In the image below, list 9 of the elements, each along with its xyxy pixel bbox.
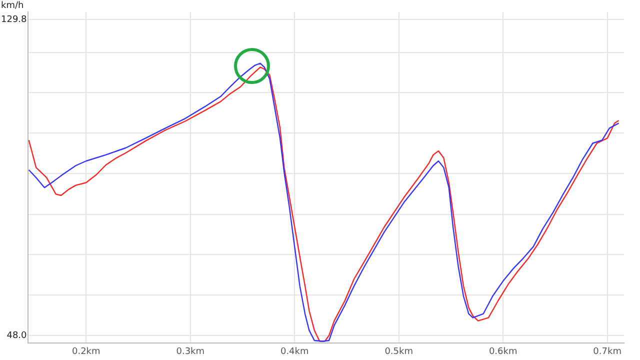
y-tick-label: 48.0 [6, 330, 28, 341]
x-tick-label: 0.3km [176, 346, 205, 357]
x-tick-label: 0.7km [593, 346, 622, 357]
x-tick-label: 0.5km [384, 346, 413, 357]
x-tick-label: 0.4km [280, 346, 309, 357]
x-tick-label: 0.2km [72, 346, 100, 357]
x-tick-label: 0.6km [488, 346, 518, 357]
y-tick-label: 129.8 [1, 15, 28, 26]
y-axis-title: km/h [1, 0, 24, 11]
